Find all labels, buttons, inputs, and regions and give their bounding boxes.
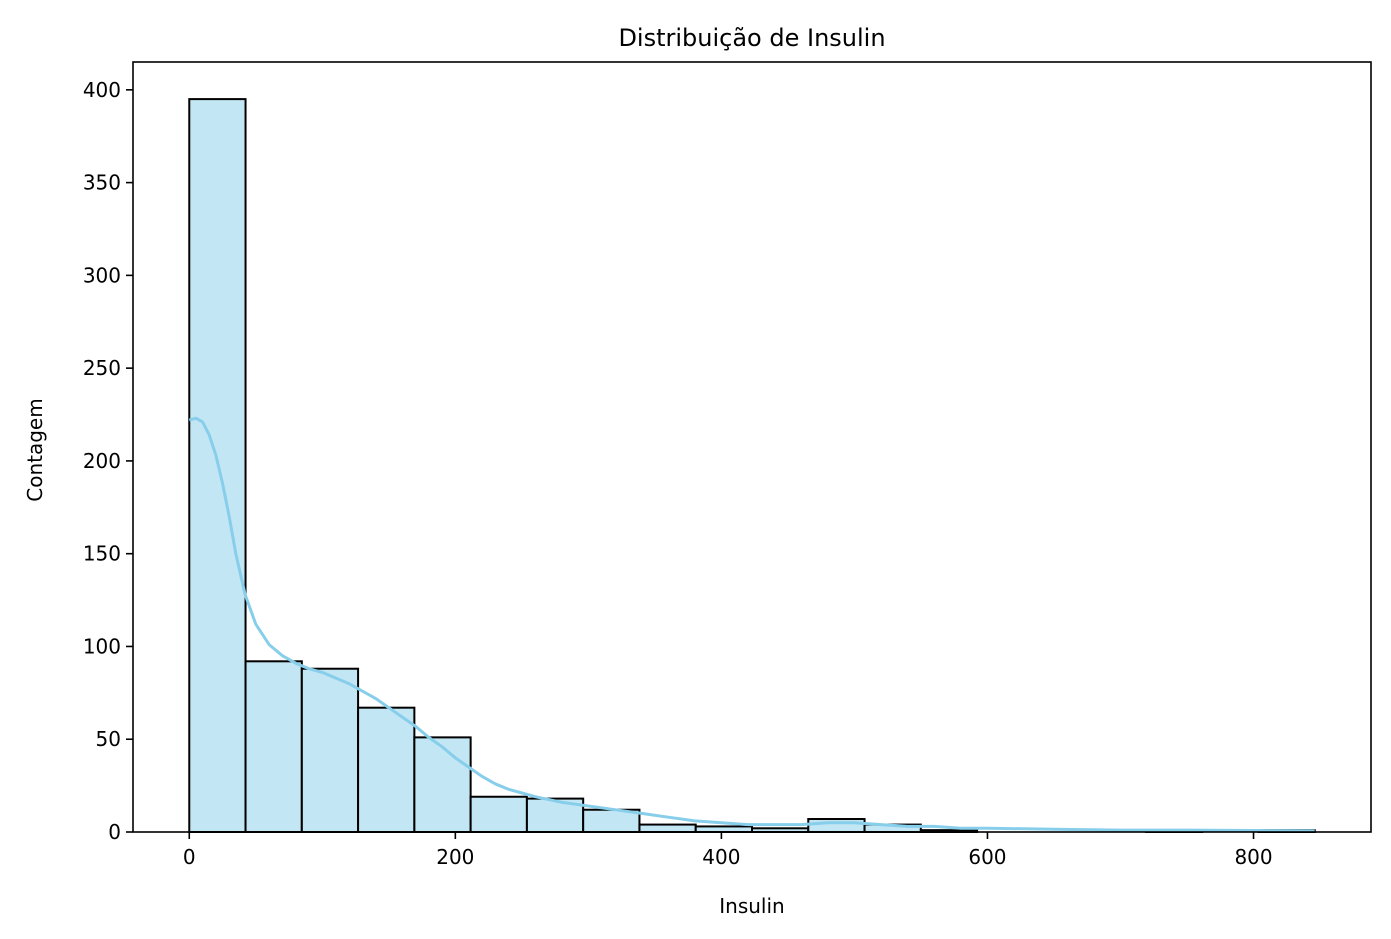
x-axis: 0 200 400 600 800 [183, 832, 1273, 869]
histogram-bar [300, 667, 360, 834]
y-tick-label: 300 [83, 263, 121, 287]
histogram-bar [413, 736, 472, 833]
y-tick-label: 400 [83, 78, 121, 102]
histogram-bar [807, 818, 866, 833]
y-axis-title: Contagem [23, 398, 47, 501]
x-axis-title: Insulin [719, 894, 784, 918]
chart-title: Distribuição de Insulin [618, 24, 885, 52]
plot-frame [132, 61, 1372, 833]
histogram-bar [244, 660, 303, 833]
y-tick-label: 0 [108, 820, 121, 844]
histogram-bar [638, 823, 697, 833]
y-tick-label: 50 [96, 727, 121, 751]
x-tick-label: 0 [183, 845, 196, 869]
histogram-bar [469, 795, 528, 834]
x-tick-label: 400 [702, 845, 740, 869]
y-tick-label: 150 [83, 542, 121, 566]
histogram-bar [357, 706, 416, 834]
x-tick-label: 600 [968, 845, 1006, 869]
y-tick-label: 200 [83, 449, 121, 473]
y-tick-label: 350 [83, 171, 121, 195]
kde-curve [188, 416, 1315, 833]
x-tick-label: 200 [436, 845, 474, 869]
x-tick-label: 800 [1234, 845, 1272, 869]
y-tick-label: 100 [83, 634, 121, 658]
y-tick-label: 250 [83, 356, 121, 380]
histogram-bar [694, 825, 754, 833]
y-axis: 0 50 100 150 200 250 300 350 400 [83, 78, 133, 844]
